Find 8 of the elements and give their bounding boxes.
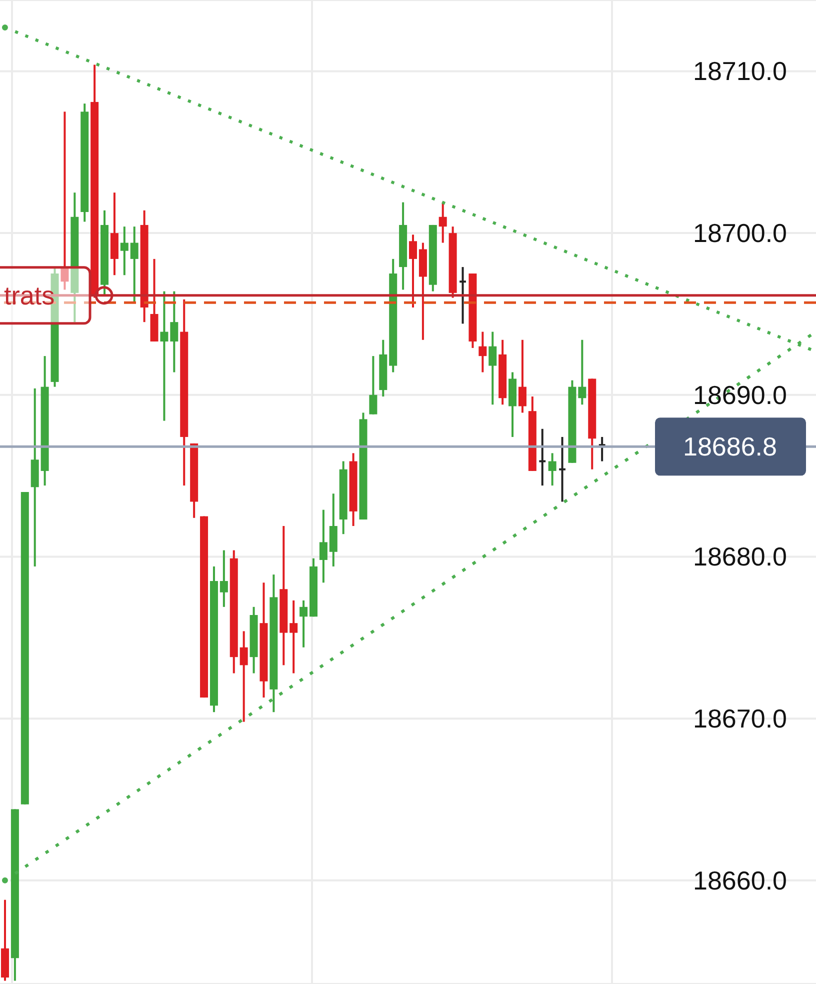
y-tick-label: 18700.0	[693, 218, 787, 248]
y-tick-label: 18680.0	[693, 542, 787, 572]
y-tick-label: 18660.0	[693, 865, 787, 896]
ref-line-label: trats	[4, 280, 55, 310]
y-tick-label: 18690.0	[693, 380, 787, 410]
ref-line-label: 18686.8	[683, 432, 777, 462]
y-tick-label: 18670.0	[693, 704, 787, 734]
y-tick-label: 18710.0	[693, 56, 787, 86]
